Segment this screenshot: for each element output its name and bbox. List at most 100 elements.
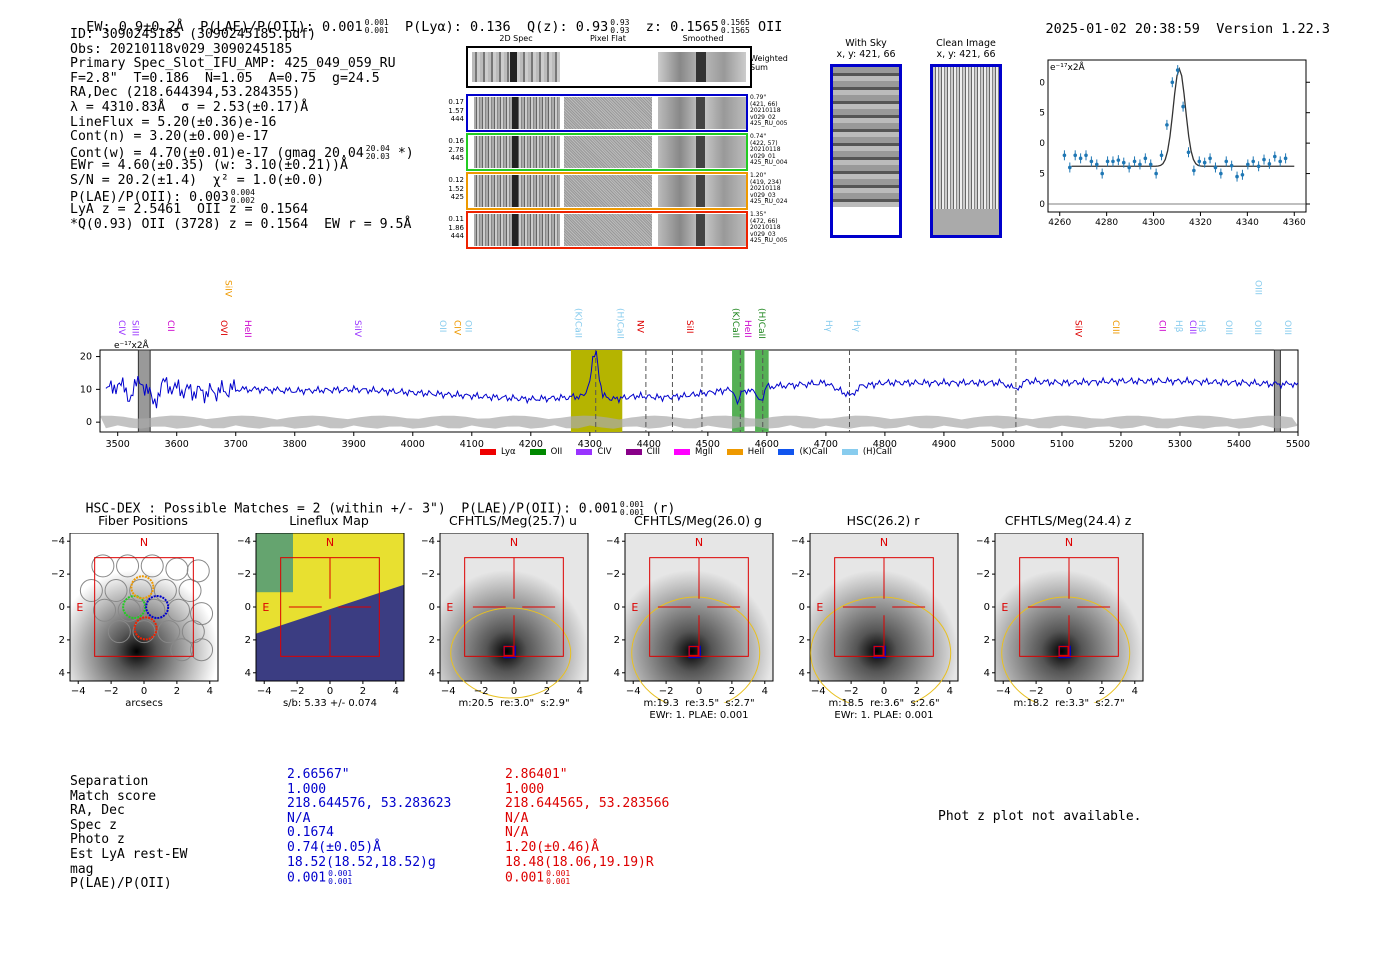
cutout-bg (995, 533, 1143, 681)
label-separation: Separation (70, 774, 149, 789)
col1-ra-dec: 218.644576, 53.283623 (287, 796, 452, 812)
highlight-region (755, 350, 769, 432)
line-id-text: NV (635, 320, 645, 334)
clean-image (930, 64, 1002, 238)
clean-image-xy: x, y: 421, 66 (936, 49, 996, 60)
panel-y-tick-label: 0 (429, 602, 435, 613)
version: Version 1.22.3 (1216, 21, 1330, 37)
line-id-text: OII (437, 320, 447, 332)
fiber-circle (165, 557, 189, 581)
fiber-stat: 2.78 (448, 145, 464, 154)
line-id-text: CIV (452, 320, 462, 336)
legend-swatch (841, 449, 858, 455)
with-sky-xy: x, y: 421, 66 (836, 49, 896, 60)
hsc-panel-title: Lineflux Map (289, 513, 369, 528)
legend-label: OII (550, 447, 563, 457)
fiber-smoothed-emission (696, 214, 705, 246)
panel-y-tick-label: −2 (52, 569, 65, 580)
panel-y-tick-label: 0 (245, 602, 251, 613)
panel-x-tick-label: 4 (762, 686, 768, 697)
col2-plae: 0.001 (505, 870, 545, 886)
hsc-summary-end: (r) (651, 501, 676, 517)
fiber-smoothed-emission (696, 97, 705, 129)
zoom-point (1170, 80, 1175, 85)
east-label: E (816, 601, 823, 614)
zoom-y-ticks: 0 5 10 15 20 (1040, 78, 1310, 210)
col2-plae-row: 0.001 0.001 0.001 (505, 870, 669, 886)
info-contw: Cont(w) = 4.70(±0.01)e-17 (gmag 20.04 (70, 145, 364, 161)
selected-fiber-circle (145, 595, 170, 619)
col1-plae-row: 0.001 0.001 0.001 (287, 870, 451, 886)
panel-x-tick-label: −2 (290, 686, 305, 697)
panel-y-tick-label: 4 (614, 668, 620, 679)
line-id-text: CII (165, 320, 175, 332)
legend-swatch (529, 449, 546, 455)
zoom-point (1235, 174, 1239, 179)
match-marker-red (688, 645, 699, 657)
panel-y-tick-label: −2 (792, 569, 805, 580)
panel-x-tick-label: 0 (141, 686, 147, 697)
hsc-panel-image: N E −4 4 −2 2 0 0 2 −2 4 −4 (607, 533, 774, 703)
with-sky-header: With Sky x, y: 421, 66 (830, 38, 902, 60)
zoom-point (1100, 171, 1104, 176)
header-ew: EW: 0.9±0.2Å (86, 19, 184, 35)
fiber-info-line: 425_RU_005 (750, 120, 788, 128)
legend-swatch (625, 449, 642, 455)
panel-y-tick-label: 4 (59, 668, 65, 679)
label-photo-z: Photo z (70, 832, 125, 848)
fiber-row (466, 211, 748, 249)
line-id-label: CIII (1110, 320, 1120, 334)
hsc-panel-image: N E −4 4 −2 2 0 0 2 −2 4 −4 (52, 533, 219, 697)
zoom-point (1143, 156, 1148, 161)
panel-y-tick-label: −4 (52, 536, 65, 547)
fiber-info-line: 0.74" (750, 133, 767, 140)
hsc-panel-title: HSC(26.2) r (846, 513, 920, 528)
panel-x-tick-label: −4 (996, 686, 1011, 697)
panel-y-tick-label: 4 (245, 668, 251, 679)
panel-y-tick-label: 2 (59, 635, 65, 646)
panel-y-tick-label: −2 (977, 569, 990, 580)
panel-x-tick-label: 0 (327, 686, 333, 697)
hsc-panel-caption: m:18.5 re:3.6" s:2.6" (828, 698, 940, 709)
header-z-sub: 0.1565 (720, 26, 750, 35)
line-id-label: Hβ (1196, 320, 1206, 333)
panel-y-tick-label: 2 (245, 635, 251, 646)
fiber-2d-spec (474, 97, 560, 129)
aperture-ellipse (810, 596, 952, 703)
line-id-text: OIII (1252, 320, 1262, 335)
lineflux-teal (256, 533, 293, 593)
line-id-text: SiII (684, 320, 694, 334)
line-id-label: Hγ (851, 320, 861, 333)
hsc-summary-text: HSC-DEX : Possible Matches = 2 (within +… (85, 501, 618, 517)
zoom-y-tick-label: 5 (1040, 170, 1045, 180)
label-mag: mag (70, 861, 94, 877)
col1-mag: 18.52(18.52,18.52)g (287, 854, 436, 870)
panel-x-tick-label: 2 (1099, 686, 1105, 697)
zoom-point (1116, 158, 1121, 162)
col-header-2d-spec: 2D Spec (499, 34, 533, 43)
info-fparams: F=2.8" T=0.186 N=1.05 A=0.75 g=24.5 (70, 70, 380, 86)
fiber-info-line: 0.79" (750, 94, 767, 101)
zoom-point (1121, 160, 1126, 165)
panel-x-tick-label: 4 (393, 686, 399, 697)
match-marker-red (1058, 645, 1069, 657)
hsc-panel-image: N E −4 4 −2 2 0 0 2 −2 4 −4 (422, 533, 589, 699)
zoom-point (1181, 104, 1185, 109)
fiber-stat: 444 (450, 115, 464, 123)
fiber-row (466, 172, 748, 210)
zoom-point (1138, 162, 1142, 167)
north-label: N (326, 536, 334, 549)
fiber-circle (93, 598, 117, 622)
spectrum-x-tick-label: 3800 (283, 439, 307, 450)
info-contw-sup: 20.04 (365, 143, 390, 153)
selected-fiber-circle (133, 616, 158, 641)
spectrum-x-tick-label: 4000 (401, 439, 425, 450)
legend-item: (K)CaII (778, 447, 828, 457)
label-match-score: Match score (70, 788, 157, 804)
legend-label: HeII (747, 447, 765, 457)
zoom-y-tick-label: 20 (1040, 78, 1045, 88)
header-plae-sup: 0.001 (364, 18, 389, 27)
zoom-point (1192, 168, 1196, 173)
line-id-text: OIII (1282, 320, 1292, 335)
panel-x-tick-label: 4 (577, 686, 583, 697)
